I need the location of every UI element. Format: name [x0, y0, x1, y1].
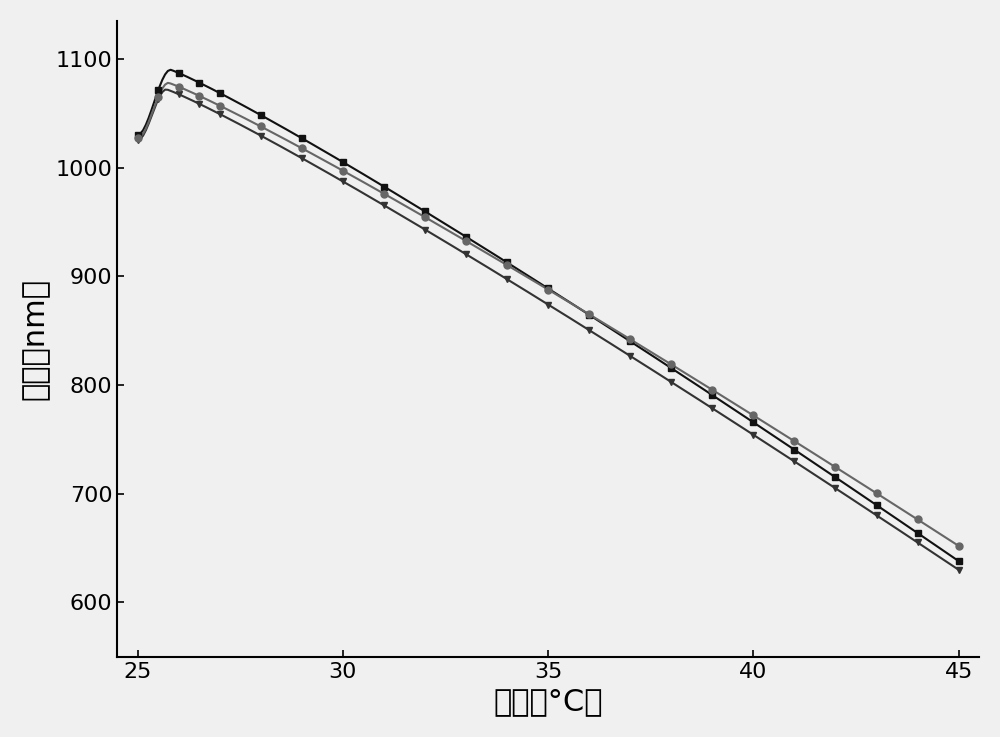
X-axis label: 温度（°C）: 温度（°C） [493, 687, 603, 716]
Y-axis label: 位移（nm）: 位移（nm） [21, 278, 50, 399]
